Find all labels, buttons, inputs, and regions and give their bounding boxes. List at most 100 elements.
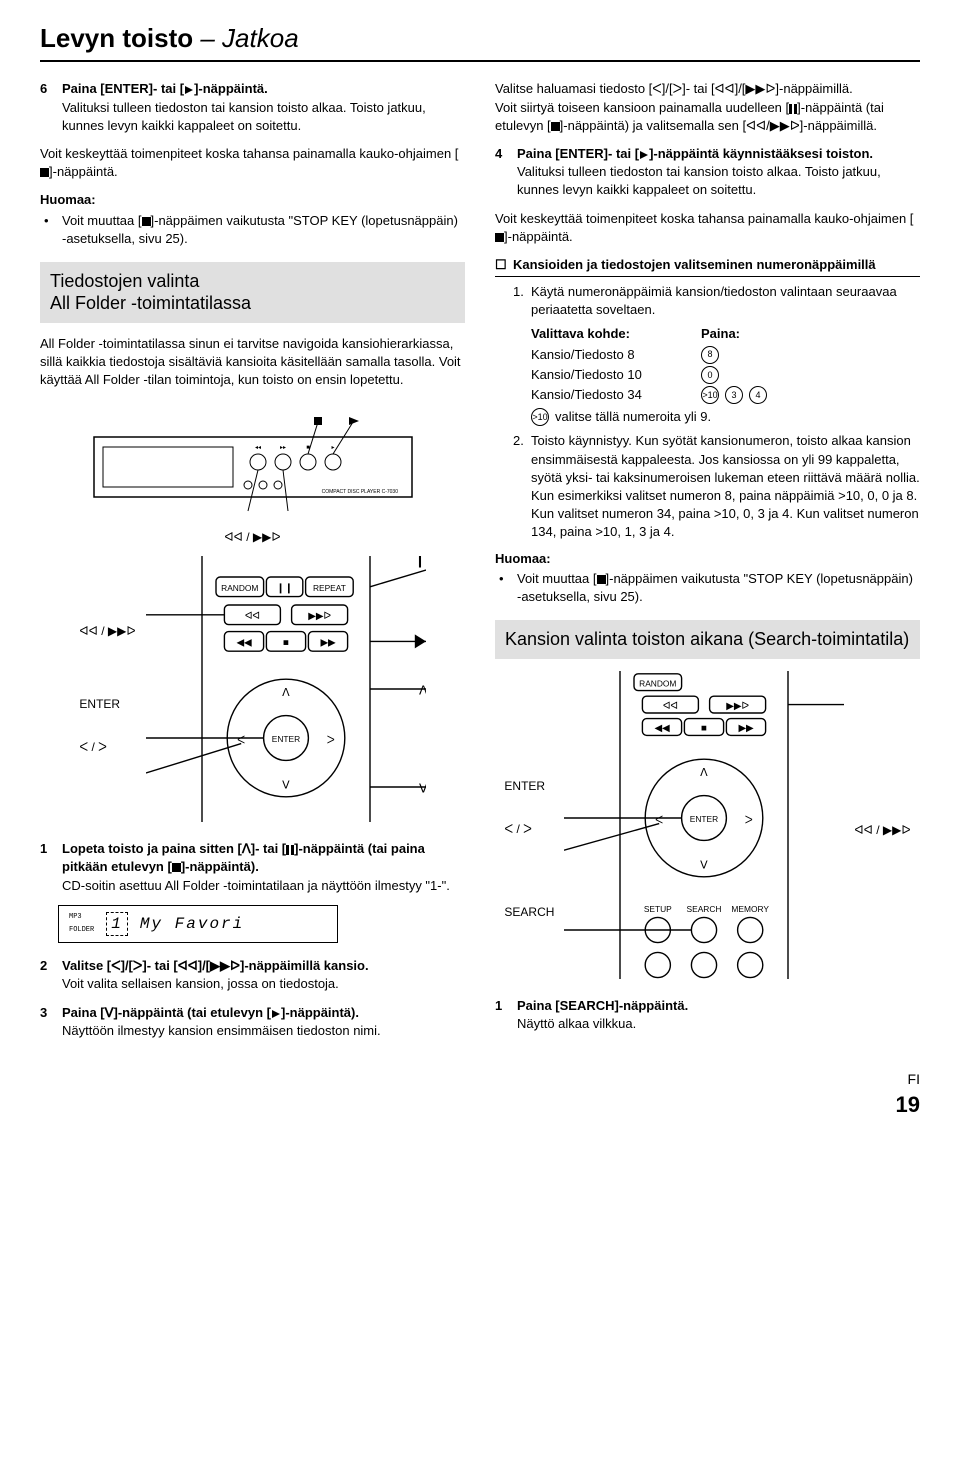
stepr1-plain: Näyttö alkaa vilkkua.: [517, 1015, 920, 1033]
kv-v: 8: [701, 346, 719, 364]
svg-text:■: ■: [283, 638, 289, 649]
kv-hv: Paina:: [701, 325, 740, 343]
svg-text:◀◀: ◀◀: [236, 638, 252, 649]
step-num: 6: [40, 80, 62, 135]
t: ]-näppäintä).: [181, 859, 259, 874]
play-icon: [271, 1009, 281, 1019]
svg-text:▶▶: ▶▶: [739, 723, 755, 734]
step-1: 1 Lopeta toisto ja paina sitten [ᐱ]- tai…: [40, 840, 465, 895]
svg-text:▸: ▸: [331, 445, 334, 451]
stop-icon: [495, 233, 504, 242]
svg-text:■: ■: [701, 723, 707, 734]
kv-v: >10 3 4: [701, 386, 767, 404]
note-bullet: Voit muuttaa []-näppäimen vaikutusta "ST…: [495, 570, 920, 606]
n2: 2. Toisto käynnistyy. Kun syötät kansion…: [513, 432, 920, 541]
step1-bold: Lopeta toisto ja paina sitten [ᐱ]- tai […: [62, 840, 465, 876]
svg-text:❙❙: ❙❙: [276, 583, 292, 594]
right-interrupt: Voit keskeyttää toimenpiteet koska tahan…: [495, 210, 920, 246]
kv-row: Kansio/Tiedosto 10 0: [531, 366, 920, 384]
key-table: Valittava kohde: Paina: Kansio/Tiedosto …: [513, 325, 920, 426]
page-footer: FI 19: [40, 1070, 920, 1120]
step-num: 2: [40, 957, 62, 993]
step-3: 3 Paina [ᐯ]-näppäintä (tai etulevyn []-n…: [40, 1004, 465, 1040]
step-num: 4: [495, 145, 517, 200]
kv-note: >10 valitse tällä numeroita yli 9.: [531, 408, 920, 426]
svg-text:◀◀: ◀◀: [655, 723, 671, 734]
svg-text:ᐱ: ᐱ: [419, 684, 426, 698]
stop-icon: [597, 575, 606, 584]
key-circle: 4: [749, 386, 767, 404]
svg-text:ᐊᐊ: ᐊᐊ: [244, 611, 259, 622]
svg-text:◂◂: ◂◂: [254, 445, 260, 451]
note-text: Voit muuttaa []-näppäimen vaikutusta "ST…: [62, 212, 465, 248]
note-label: Huomaa:: [495, 550, 920, 568]
section-hdr-search: Kansion valinta toiston aikana (Search-t…: [495, 620, 920, 659]
svg-text:MEMORY: MEMORY: [732, 903, 770, 913]
svg-text:▶▶ᐅ: ▶▶ᐅ: [308, 611, 331, 622]
kv-header: Valittava kohde: Paina:: [531, 325, 920, 343]
step-body: Valitse [ᐸ]/[ᐳ]- tai [ᐊᐊ]/[▶▶ᐅ]-näppäimi…: [62, 957, 465, 993]
lbl: ᐊᐊ / ▶▶ᐅ: [854, 822, 910, 839]
key-circle: 8: [701, 346, 719, 364]
step3-bold: Paina [ᐯ]-näppäintä (tai etulevyn []-näp…: [62, 1004, 465, 1022]
step6-bold: Paina [ENTER]- tai []-näppäintä.: [62, 80, 465, 98]
note-text: Voit muuttaa []-näppäimen vaikutusta "ST…: [517, 570, 920, 606]
lbl: ENTER: [504, 778, 554, 795]
folder-tag: FOLDER: [69, 927, 94, 934]
svg-text:ᐱ: ᐱ: [282, 687, 290, 699]
checkbox-icon: ☐: [495, 256, 513, 274]
svg-text:RANDOM: RANDOM: [221, 583, 258, 593]
svg-text:ENTER: ENTER: [690, 814, 718, 824]
step-body: Paina [SEARCH]-näppäintä. Näyttö alkaa v…: [517, 997, 920, 1033]
step-num: 1: [495, 997, 517, 1033]
svg-text:❙❙: ❙❙: [414, 556, 425, 568]
display-num: 1: [106, 912, 128, 936]
key-circle: 3: [725, 386, 743, 404]
t: Voit keskeyttää toimenpiteet koska tahan…: [40, 146, 458, 161]
note-bullet: Voit muuttaa []-näppäimen vaikutusta "ST…: [40, 212, 465, 248]
stop-icon: [40, 168, 49, 177]
display-tags: MP3 FOLDER: [69, 914, 94, 934]
nt: Käytä numeronäppäimiä kansion/tiedoston …: [531, 283, 920, 319]
stepr1-bold: Paina [SEARCH]-näppäintä.: [517, 997, 920, 1015]
section-hdr-allfolder: Tiedostojen valinta All Folder -toiminta…: [40, 262, 465, 323]
svg-text:ᐯ: ᐯ: [701, 859, 709, 871]
remote2-left-labels: ENTER ᐸ / ᐳ SEARCH: [504, 728, 554, 920]
svg-text:▶▶ᐅ: ▶▶ᐅ: [727, 700, 750, 711]
step-4: 4 Paina [ENTER]- tai [ ]-näppäintä käynni…: [495, 145, 920, 200]
svg-text:ᐯ: ᐯ: [282, 780, 290, 792]
t: Valitse haluamasi tiedosto [ᐸ]/[ᐳ]- tai …: [495, 80, 920, 98]
remote-wrap-1: ᐊᐊ / ▶▶ᐅ ENTER ᐸ / ᐳ RANDOM ❙❙ REPEAT ᐊᐊ…: [40, 556, 465, 822]
lbl: SEARCH: [504, 904, 554, 921]
pause-icon: [286, 845, 294, 855]
stop-icon: [551, 122, 560, 131]
step1-plain: CD-soitin asettuu All Folder -toimintati…: [62, 877, 465, 895]
t: Paina [ENTER]- tai [: [517, 146, 639, 161]
svg-text:▸▸: ▸▸: [279, 445, 285, 451]
title-sub: – Jatkoa: [200, 23, 298, 53]
remote-diagram-2: RANDOM ᐊᐊ ▶▶ᐅ ◀◀ ■ ▶▶ ENTER ᐱ ᐯ ᐸ ᐳ SETU…: [564, 671, 844, 979]
step-num: 1: [40, 840, 62, 895]
kv-k: Kansio/Tiedosto 8: [531, 346, 701, 364]
svg-text:SETUP: SETUP: [644, 903, 672, 913]
step4-bold: Paina [ENTER]- tai [ ]-näppäintä käynnist…: [517, 145, 920, 163]
step-body: Paina [ᐯ]-näppäintä (tai etulevyn []-näp…: [62, 1004, 465, 1040]
lbl: ᐸ / ᐳ: [504, 821, 554, 838]
numkeys-content: 1. Käytä numeronäppäimiä kansion/tiedost…: [495, 283, 920, 541]
step2-bold: Valitse [ᐸ]/[ᐳ]- tai [ᐊᐊ]/[▶▶ᐅ]-näppäimi…: [62, 957, 465, 975]
kv-v: 0: [701, 366, 719, 384]
kv-note-text: valitse tällä numeroita yli 9.: [555, 408, 711, 426]
play-icon: [184, 85, 194, 95]
key-circle: 0: [701, 366, 719, 384]
right-p1: Valitse haluamasi tiedosto [ᐸ]/[ᐳ]- tai …: [495, 80, 920, 135]
t: Voit siirtyä toiseen kansioon painamalla…: [495, 100, 789, 115]
t: ]-näppäintä käynnistääksesi toiston.: [649, 146, 873, 161]
t: ]-näppäintä).: [281, 1005, 359, 1020]
step-body: Paina [ENTER]- tai [ ]-näppäintä käynnist…: [517, 145, 920, 200]
left-column: 6 Paina [ENTER]- tai []-näppäintä. Valit…: [40, 80, 465, 1050]
step-6: 6 Paina [ENTER]- tai []-näppäintä. Valit…: [40, 80, 465, 135]
nn: 2.: [513, 432, 531, 541]
nn: 1.: [513, 283, 531, 319]
step-body: Lopeta toisto ja paina sitten [ᐱ]- tai […: [62, 840, 465, 895]
kv-row: Kansio/Tiedosto 8 8: [531, 346, 920, 364]
